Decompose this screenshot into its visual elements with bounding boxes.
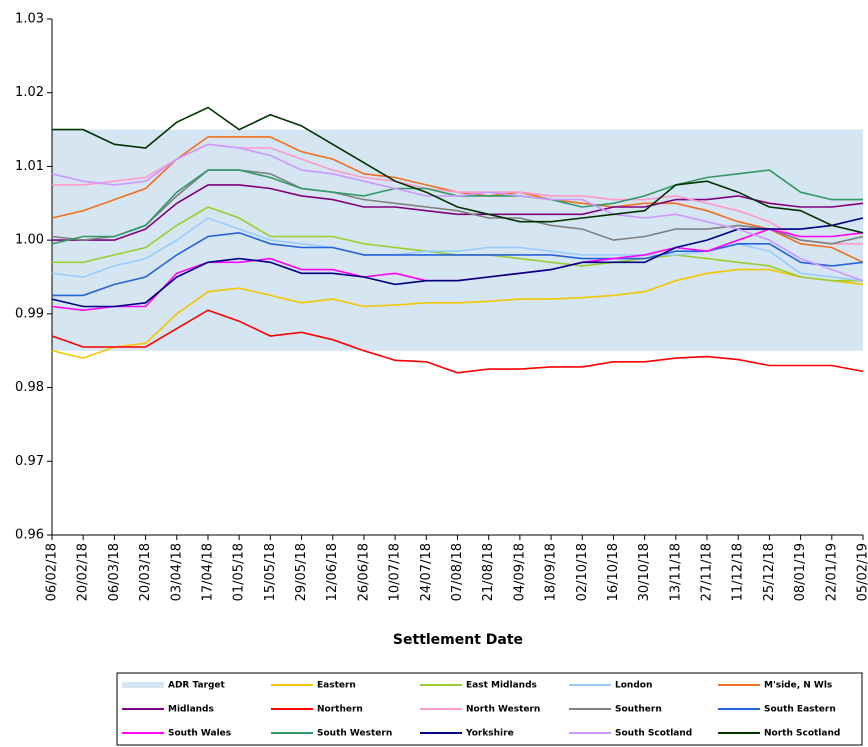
- legend-label: Northern: [317, 705, 363, 715]
- x-tick-label: 04/09/18: [512, 543, 527, 601]
- series-line: [52, 184, 864, 241]
- target-band: [52, 129, 863, 351]
- x-tick-label: 11/12/18: [731, 543, 746, 601]
- legend-label: South Western: [317, 729, 392, 739]
- legend-label: East Midlands: [466, 681, 537, 691]
- legend-label: M'side, N Wls: [764, 681, 832, 691]
- legend-label: South Wales: [168, 729, 231, 739]
- y-tick-label: 0.96: [15, 528, 44, 543]
- legend-box: [116, 672, 863, 746]
- legend-label: Southern: [615, 705, 662, 715]
- x-tick-label: 25/12/18: [762, 543, 777, 601]
- y-tick-label: 0.97: [15, 454, 44, 469]
- x-tick-label: 10/07/18: [388, 543, 403, 601]
- legend-label: Yorkshire: [465, 729, 514, 739]
- y-tick-label: 1.02: [15, 85, 44, 100]
- x-tick-label: 18/09/18: [544, 543, 559, 601]
- x-tick-label: 06/02/18: [45, 543, 60, 601]
- y-tick-label: 1.03: [15, 12, 44, 27]
- legend-label: North Western: [466, 705, 540, 715]
- x-axis-title: Settlement Date: [393, 632, 523, 648]
- x-tick-label: 16/10/18: [606, 543, 621, 601]
- series-line: [51, 268, 864, 359]
- x-tick-label: 30/10/18: [637, 543, 652, 601]
- x-tick-label: 20/02/18: [76, 543, 91, 601]
- legend-swatch: [122, 682, 164, 688]
- legend-label: North Scotland: [764, 729, 840, 739]
- legend-label: Midlands: [168, 705, 214, 715]
- series-line: [52, 106, 864, 234]
- legend-label: ADR Target: [168, 681, 226, 691]
- x-tick-label: 13/11/18: [668, 543, 683, 601]
- legend-label: Eastern: [317, 681, 356, 691]
- x-tick-label: 08/01/19: [793, 543, 808, 601]
- x-tick-label: 12/06/18: [325, 543, 340, 601]
- x-tick-label: 15/05/18: [263, 543, 278, 601]
- x-tick-label: 24/07/18: [419, 543, 434, 601]
- x-tick-label: 02/10/18: [575, 543, 590, 601]
- series-line: [51, 309, 864, 374]
- legend-label: South Eastern: [764, 705, 836, 715]
- x-tick-label: 29/05/18: [294, 543, 309, 601]
- x-tick-label: 06/03/18: [107, 543, 122, 601]
- x-tick-label: 22/01/19: [824, 543, 839, 601]
- y-tick-label: 1.00: [15, 233, 44, 248]
- y-tick-label: 0.99: [15, 306, 44, 321]
- x-tick-label: 21/08/18: [481, 543, 496, 601]
- series-line: [52, 231, 864, 297]
- series-line: [51, 143, 864, 282]
- x-tick-label: 27/11/18: [700, 543, 715, 601]
- x-tick-label: 03/04/18: [169, 543, 184, 601]
- y-tick-label: 1.01: [15, 159, 44, 174]
- x-tick-label: 26/06/18: [356, 543, 371, 601]
- series-line: [51, 217, 864, 308]
- legend-label: South Scotland: [615, 729, 692, 739]
- x-tick-label: 05/02/19: [856, 543, 868, 601]
- x-tick-label: 01/05/18: [232, 543, 247, 601]
- x-tick-label: 20/03/18: [138, 543, 153, 601]
- legend-label: London: [615, 681, 652, 691]
- x-tick-label: 17/04/18: [200, 543, 215, 601]
- x-tick-label: 07/08/18: [450, 543, 465, 601]
- y-tick-label: 0.98: [15, 380, 44, 395]
